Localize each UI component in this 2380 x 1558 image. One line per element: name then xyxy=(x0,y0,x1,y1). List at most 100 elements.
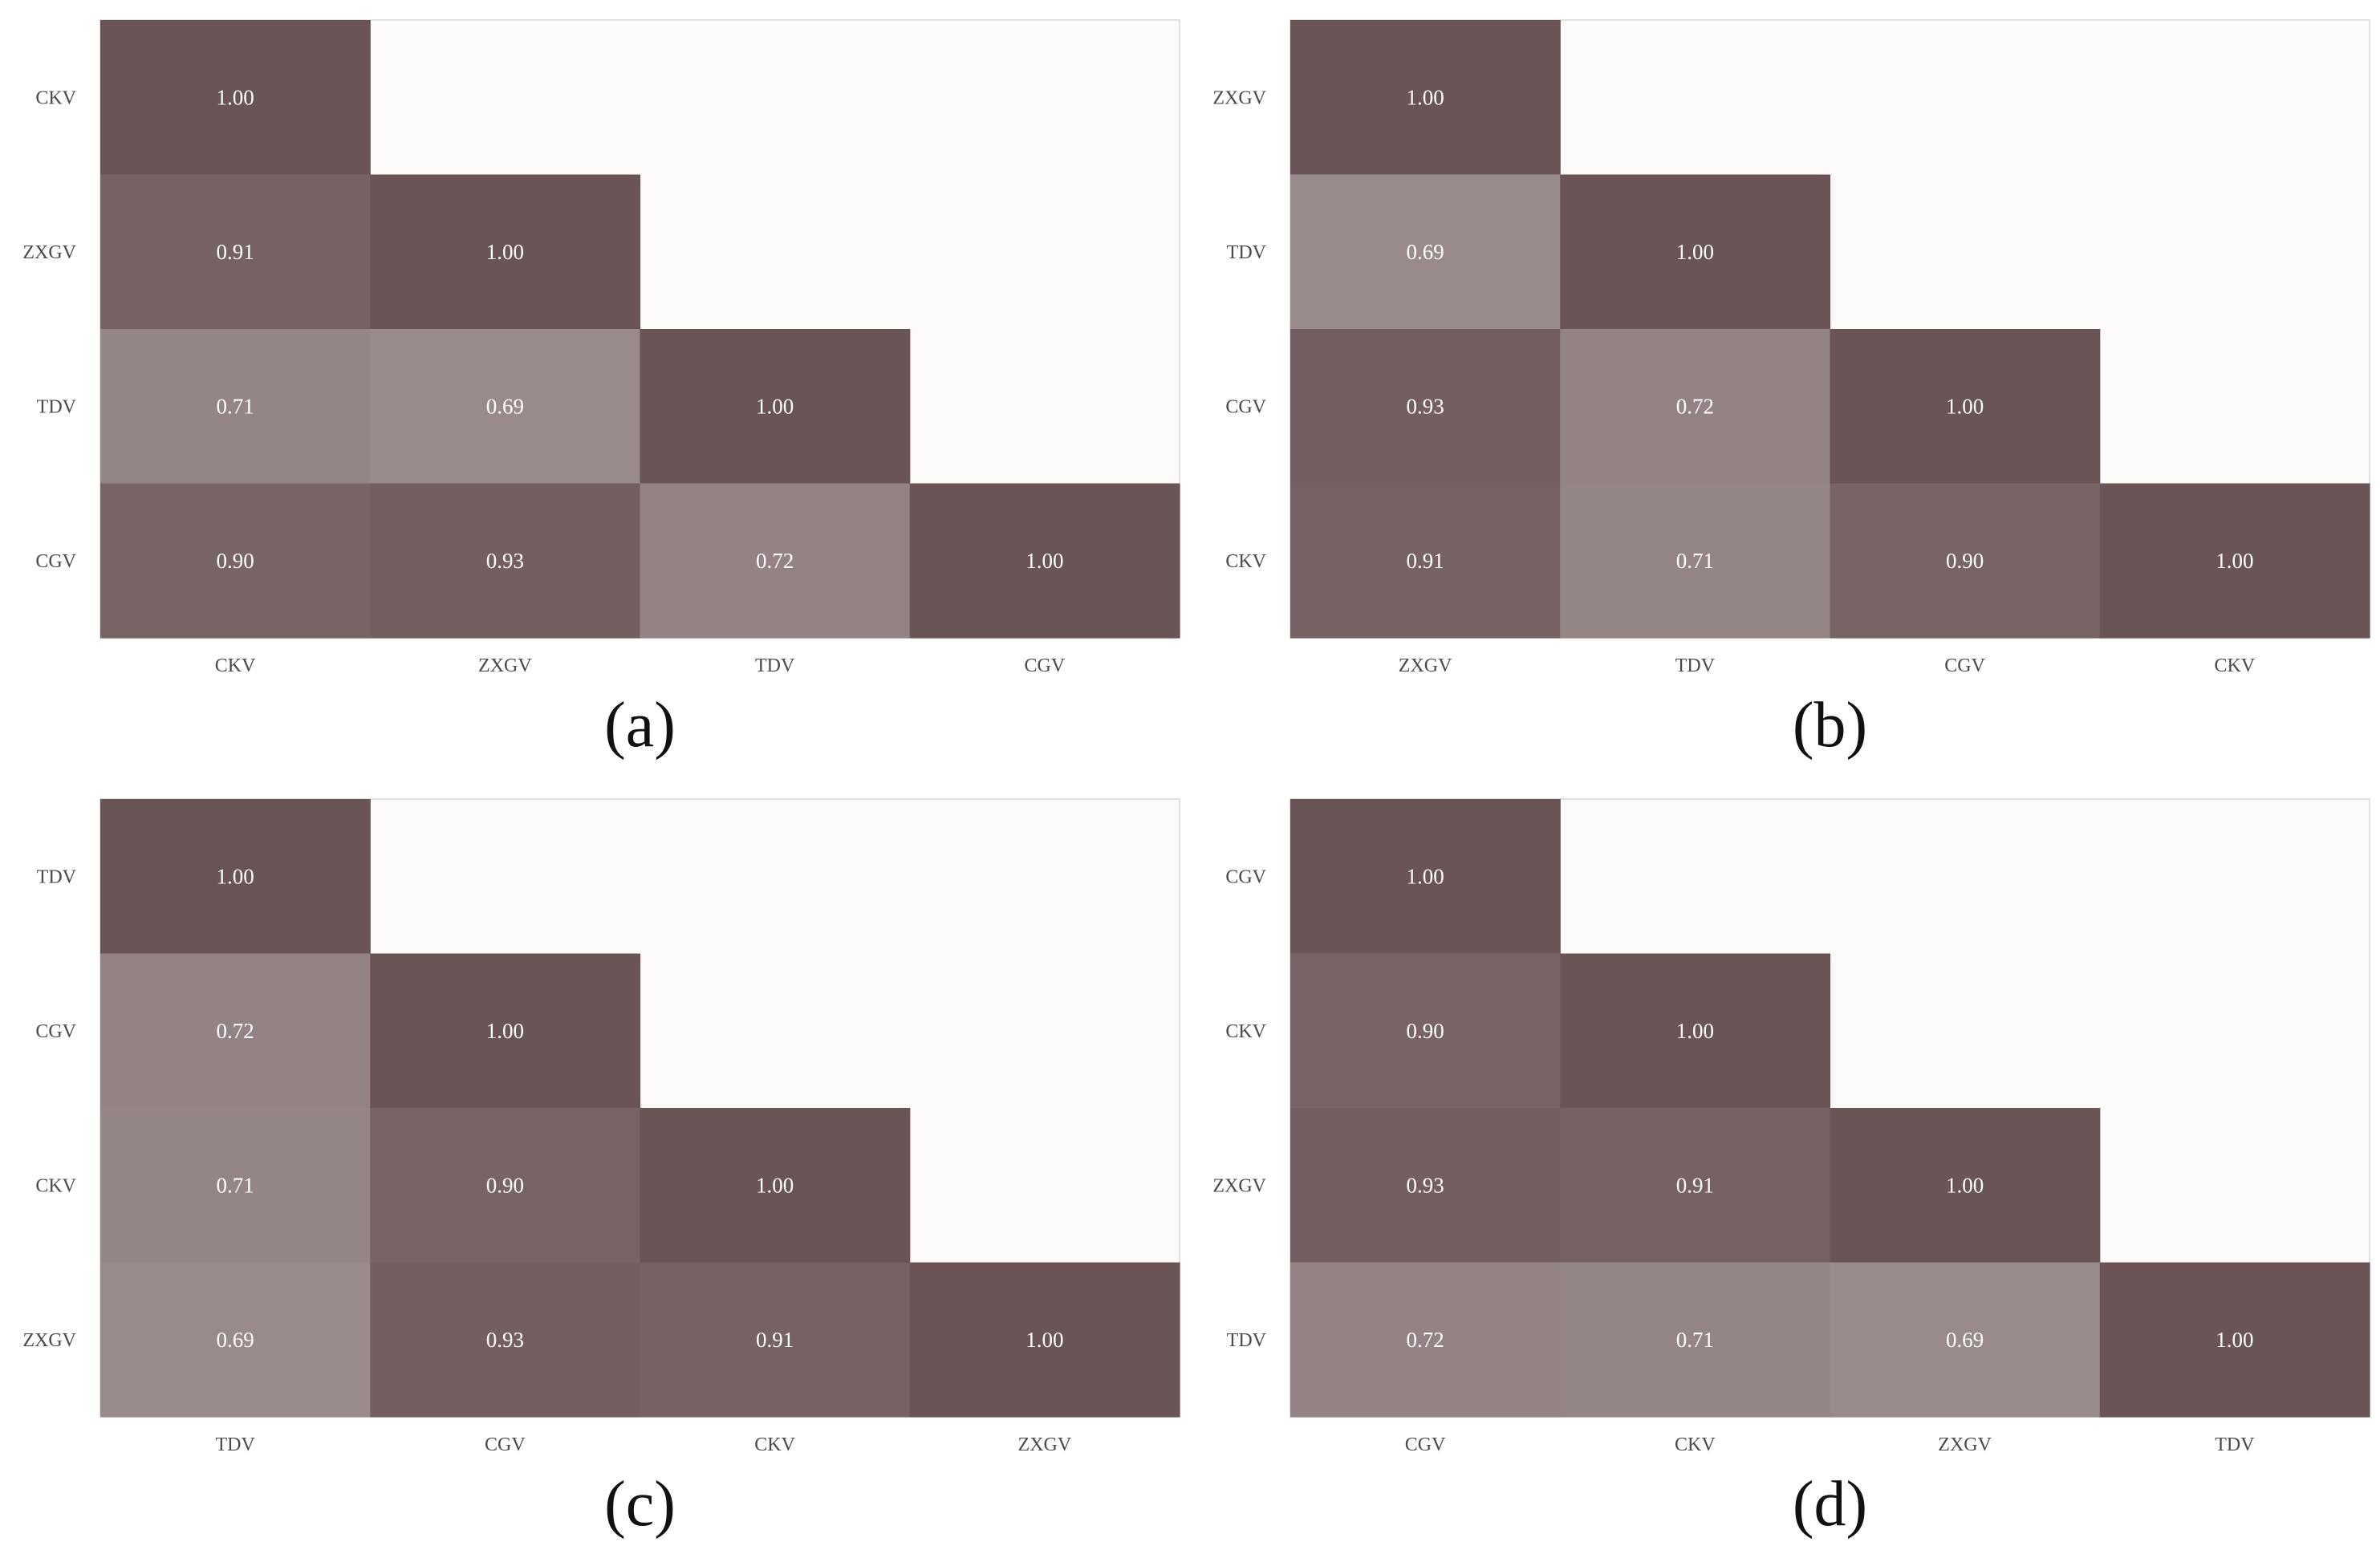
cell-value-label-a-3-3: 1.00 xyxy=(1026,549,1063,573)
panel-label-d: (d) xyxy=(1793,1469,1867,1540)
heatmap-panel-b: 1.00 0.69 1.00 0.93 0.72 1.00 0.91 0.71 0.90 1.00… xyxy=(1190,0,2380,779)
heatmap-cell-c-2-2 xyxy=(640,1108,911,1264)
x-tick-label-b-0: ZXGV xyxy=(1399,655,1452,676)
cell-value-label-a-3-2: 0.72 xyxy=(756,549,794,573)
cell-value-label-a-2-0: 0.71 xyxy=(217,394,254,418)
cell-value-label-c-3-2: 0.91 xyxy=(756,1328,794,1352)
cell-value-label-d-2-1: 0.91 xyxy=(1676,1173,1714,1197)
heatmap-cell-b-1-0 xyxy=(1290,174,1561,330)
y-tick-label-c-3: ZXGV xyxy=(22,1330,76,1351)
x-tick-label-d-3: TDV xyxy=(2215,1434,2255,1455)
heatmap-cell-a-0-0 xyxy=(100,20,371,176)
cell-value-label-c-0-0: 1.00 xyxy=(217,864,254,888)
heatmap-cell-d-1-1 xyxy=(1560,953,1831,1109)
x-tick-label-a-0: CKV xyxy=(215,655,256,676)
cell-value-label-d-1-1: 1.00 xyxy=(1676,1019,1714,1043)
x-tick-label-d-0: CGV xyxy=(1405,1434,1446,1455)
y-tick-label-d-1: CKV xyxy=(1225,1021,1266,1042)
heatmap-cell-d-0-0 xyxy=(1290,799,1561,955)
cell-value-label-a-1-0: 0.91 xyxy=(217,240,254,264)
heatmap-cell-c-3-2 xyxy=(640,1262,911,1418)
heatmap-cell-b-3-2 xyxy=(1830,483,2101,639)
y-tick-label-b-0: ZXGV xyxy=(1212,87,1266,108)
cell-value-label-d-2-0: 0.93 xyxy=(1407,1173,1444,1197)
y-tick-label-b-1: TDV xyxy=(1227,242,1267,263)
heatmap-c-svg: 1.00 0.72 1.00 0.71 0.90 1.00 0.69 0.93 0.91 1.00… xyxy=(22,798,1180,1540)
y-tick-label-c-1: CGV xyxy=(35,1021,76,1042)
y-tick-label-d-3: TDV xyxy=(1227,1330,1267,1351)
cell-value-label-d-1-0: 0.90 xyxy=(1407,1019,1444,1043)
cell-value-label-a-3-1: 0.93 xyxy=(486,549,524,573)
heatmap-cell-b-3-1 xyxy=(1560,483,1831,639)
cell-value-label-c-3-1: 0.93 xyxy=(486,1328,524,1352)
heatmap-cell-b-3-0 xyxy=(1290,483,1561,639)
heatmap-d-svg: 1.00 0.90 1.00 0.93 0.91 1.00 0.72 0.71 0.69 1.00… xyxy=(1212,798,2370,1540)
heatmap-cell-a-2-2 xyxy=(640,329,911,485)
heatmap-cell-c-3-1 xyxy=(370,1262,641,1418)
heatmap-cell-d-3-0 xyxy=(1290,1262,1561,1418)
cell-value-label-d-3-3: 1.00 xyxy=(2216,1328,2253,1352)
x-tick-label-a-3: CGV xyxy=(1025,655,1066,676)
cell-value-label-d-3-1: 0.71 xyxy=(1676,1328,1714,1352)
heatmap-cell-c-0-0 xyxy=(100,799,371,955)
y-tick-label-a-0: CKV xyxy=(35,87,76,108)
cell-value-label-b-2-0: 0.93 xyxy=(1407,394,1444,418)
heatmap-cell-c-2-1 xyxy=(370,1108,641,1264)
x-tick-label-a-1: ZXGV xyxy=(478,655,532,676)
heatmap-cell-d-3-1 xyxy=(1560,1262,1831,1418)
heatmap-a-svg: 1.00 0.91 1.00 0.71 0.69 1.00 0.90 0.93 0.72 1.00… xyxy=(22,19,1180,761)
y-tick-label-c-2: CKV xyxy=(35,1175,76,1196)
heatmap-cell-a-1-0 xyxy=(100,174,371,330)
cell-value-label-d-3-2: 0.69 xyxy=(1946,1328,1984,1352)
x-tick-label-a-2: TDV xyxy=(755,655,795,676)
cell-value-label-a-0-0: 1.00 xyxy=(217,85,254,109)
y-tick-label-d-0: CGV xyxy=(1225,866,1266,887)
cell-value-label-d-2-2: 1.00 xyxy=(1946,1173,1984,1197)
heatmap-panel-d: 1.00 0.90 1.00 0.93 0.91 1.00 0.72 0.71 0.69 1.00… xyxy=(1190,779,2380,1558)
cell-value-label-b-3-2: 0.90 xyxy=(1946,549,1984,573)
heatmap-cell-a-3-1 xyxy=(370,483,641,639)
cell-value-label-c-2-2: 1.00 xyxy=(756,1173,794,1197)
x-tick-label-d-1: CKV xyxy=(1675,1434,1716,1455)
heatmap-cell-c-2-0 xyxy=(100,1108,371,1264)
heatmap-cell-b-2-1 xyxy=(1560,329,1831,485)
heatmap-cell-d-2-2 xyxy=(1830,1108,2101,1264)
y-tick-label-d-2: ZXGV xyxy=(1212,1175,1266,1196)
heatmap-cell-c-1-0 xyxy=(100,953,371,1109)
heatmap-cell-a-1-1 xyxy=(370,174,641,330)
heatmap-cell-b-3-3 xyxy=(2099,483,2370,639)
heatmap-cell-a-3-3 xyxy=(909,483,1180,639)
cell-value-label-b-0-0: 1.00 xyxy=(1407,85,1444,109)
cell-value-label-c-2-0: 0.71 xyxy=(217,1173,254,1197)
panel-label-a: (a) xyxy=(604,690,676,761)
y-tick-label-b-2: CGV xyxy=(1225,396,1266,417)
cell-value-label-a-1-1: 1.00 xyxy=(486,240,524,264)
heatmap-cell-b-2-2 xyxy=(1830,329,2101,485)
cell-value-label-c-2-1: 0.90 xyxy=(486,1173,524,1197)
cell-value-label-d-0-0: 1.00 xyxy=(1407,864,1444,888)
x-tick-label-c-3: ZXGV xyxy=(1018,1434,1072,1455)
cell-value-label-a-3-0: 0.90 xyxy=(217,549,254,573)
cell-value-label-c-3-3: 1.00 xyxy=(1026,1328,1063,1352)
y-tick-label-a-2: TDV xyxy=(37,396,77,417)
cell-value-label-b-3-1: 0.71 xyxy=(1676,549,1714,573)
heatmap-cell-d-1-0 xyxy=(1290,953,1561,1109)
heatmap-panel-c: 1.00 0.72 1.00 0.71 0.90 1.00 0.69 0.93 0.91 1.00… xyxy=(0,779,1190,1558)
heatmap-cell-d-2-1 xyxy=(1560,1108,1831,1264)
heatmap-cell-c-3-3 xyxy=(909,1262,1180,1418)
cell-value-label-d-3-0: 0.72 xyxy=(1407,1328,1444,1352)
heatmap-b-svg: 1.00 0.69 1.00 0.93 0.72 1.00 0.91 0.71 0.90 1.00… xyxy=(1212,19,2370,761)
cell-value-label-c-3-0: 0.69 xyxy=(217,1328,254,1352)
x-tick-label-b-2: CGV xyxy=(1944,655,1985,676)
heatmap-cell-b-0-0 xyxy=(1290,20,1561,176)
heatmap-cell-b-2-0 xyxy=(1290,329,1561,485)
y-tick-label-a-3: CGV xyxy=(35,551,76,572)
heatmap-cell-d-2-0 xyxy=(1290,1108,1561,1264)
heatmap-cell-c-3-0 xyxy=(100,1262,371,1418)
cell-value-label-b-2-1: 0.72 xyxy=(1676,394,1714,418)
cell-value-label-c-1-0: 0.72 xyxy=(217,1019,254,1043)
panel-label-c: (c) xyxy=(604,1469,676,1540)
heatmap-panel-a: 1.00 0.91 1.00 0.71 0.69 1.00 0.90 0.93 0.72 1.00… xyxy=(0,0,1190,779)
panel-label-b: (b) xyxy=(1793,690,1867,761)
cell-value-label-b-3-3: 1.00 xyxy=(2216,549,2253,573)
